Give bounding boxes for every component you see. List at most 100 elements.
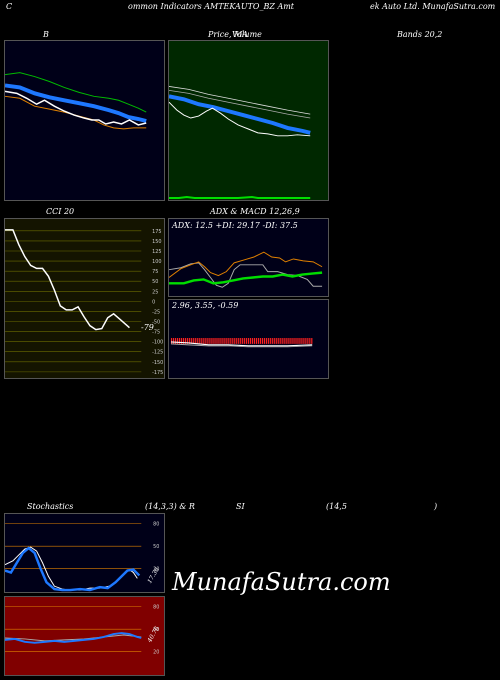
stochastics-panel: 80 50 20 17.36 — [4, 513, 165, 593]
macd-histogram-bar — [176, 338, 179, 344]
bollinger-price-line — [5, 90, 147, 126]
macd-histogram-bar — [291, 338, 293, 344]
macd-histogram-bar — [206, 338, 208, 344]
bollinger-middle-band — [5, 83, 147, 123]
bollinger-upper-band — [5, 72, 147, 113]
minus-di-line — [169, 251, 323, 278]
macd-histogram-bar — [210, 338, 212, 344]
macd-histogram-bar — [224, 338, 226, 344]
title-price-ma: Price, MA — [208, 30, 249, 39]
title-volume: Volume — [232, 30, 262, 39]
macd-histogram-bar — [255, 338, 258, 344]
macd-histogram-bar — [261, 338, 264, 344]
macd-histogram-bar — [273, 338, 275, 344]
ma-short-line — [169, 94, 311, 135]
rsi-tick-80: 80 — [153, 605, 159, 611]
macd-histogram-bar — [198, 338, 200, 344]
volume-bars — [169, 196, 311, 200]
title-rsi: SI — [236, 502, 245, 511]
macd-signal-line — [170, 343, 313, 348]
rsi-line — [5, 632, 142, 644]
macd-histogram-bar — [180, 338, 183, 344]
macd-histogram-bar — [212, 338, 214, 344]
macd-histogram-bar — [190, 338, 192, 344]
macd-histogram-bar — [295, 338, 297, 344]
macd-histogram-bar — [200, 338, 202, 344]
macd-values: 2.96, 3.55, -0.59 — [172, 301, 239, 310]
stoch-tick-50: 50 — [153, 544, 159, 550]
macd-histogram-bar — [214, 338, 216, 344]
macd-histogram-bar — [220, 338, 222, 344]
title-rsi-close: ) — [434, 502, 438, 511]
title-cci: CCI 20 — [46, 207, 75, 216]
price-ma-panel — [168, 40, 329, 201]
macd-histogram-bar — [277, 338, 279, 344]
macd-histogram-bar — [188, 338, 190, 344]
watermark: MunafaSutra.com — [172, 568, 391, 596]
macd-histogram-bar — [269, 338, 271, 344]
macd-histogram-bar — [305, 338, 307, 344]
macd-histogram-bar — [248, 338, 250, 344]
macd-histogram-bar — [216, 338, 218, 344]
macd-histogram-bar — [174, 338, 177, 344]
title-rsi-params: (14,5 — [326, 502, 347, 511]
rsi-panel: 80 50 20 40.76 — [4, 596, 165, 676]
title-stoch-params: (14,3,3) & R — [145, 502, 195, 511]
cci-tick-label: -150 — [152, 360, 163, 366]
price-line — [169, 101, 311, 137]
cci-line — [5, 229, 130, 331]
macd-histogram-bar — [301, 338, 303, 344]
stoch-tick-20: 20 — [153, 567, 159, 573]
cci-last-label: -79 — [141, 323, 154, 332]
macd-histogram-bar — [226, 338, 228, 344]
macd-histogram-bar — [192, 338, 194, 344]
adx-values: ADX: 12.5 +DI: 29.17 -DI: 37.5 — [172, 221, 298, 230]
rsi-tick-20: 20 — [153, 650, 159, 656]
macd-histogram-bar — [228, 338, 230, 344]
adx-panel: ADX: 12.5 +DI: 29.17 -DI: 37.5 — [168, 218, 329, 297]
header-left: C — [6, 2, 13, 11]
title-adx-macd: ADX & MACD 12,26,9 — [210, 207, 300, 216]
cci-tick-label: 25 — [152, 289, 158, 295]
macd-histogram-bar — [172, 338, 175, 344]
macd-histogram-bar — [182, 338, 185, 344]
macd-histogram-bar — [309, 338, 311, 344]
title-bands: Bands 20,2 — [397, 30, 443, 39]
plus-di-line — [169, 271, 323, 285]
title-bollinger: B — [43, 30, 49, 39]
macd-histogram-bar — [281, 338, 283, 344]
macd-histogram-bar — [297, 338, 299, 344]
cci-tick-label: -175 — [152, 370, 163, 376]
ma-long-line-1 — [169, 86, 311, 115]
macd-histogram-bar — [251, 338, 254, 344]
macd-histogram-bar — [208, 338, 210, 344]
macd-histogram-bar — [178, 338, 181, 344]
macd-histogram-bar — [230, 338, 232, 344]
macd-line — [170, 341, 313, 347]
stoch-k-line — [5, 546, 141, 592]
macd-histogram-bar — [303, 338, 305, 344]
macd-histogram-bar — [271, 338, 273, 344]
macd-histogram-bar — [238, 338, 240, 344]
macd-histogram-bar — [249, 338, 252, 344]
bollinger-panel — [4, 40, 165, 201]
macd-histogram-bar — [275, 338, 277, 344]
cci-tick-label: 0 — [152, 299, 155, 305]
macd-histogram-bar — [186, 338, 188, 344]
macd-histogram-bar — [283, 338, 285, 344]
macd-histogram-bar — [242, 338, 244, 344]
macd-histogram-bar — [259, 338, 262, 344]
macd-histogram-bar — [170, 338, 173, 344]
macd-histogram-bar — [311, 338, 313, 344]
macd-histogram-bar — [285, 338, 287, 344]
ma-long-line-2 — [169, 89, 311, 119]
macd-histogram-bar — [267, 338, 269, 344]
cci-tick-label: 75 — [152, 269, 158, 275]
macd-histogram-bar — [218, 338, 220, 344]
macd-histogram-bar — [202, 338, 204, 344]
macd-histogram-bar — [240, 338, 242, 344]
stoch-tick-80: 80 — [153, 522, 159, 528]
cci-panel: 175 150 125 100 75 50 25 0 -25 -50 -75 -100 -125 -150… — [4, 218, 165, 379]
macd-histogram-bar — [232, 338, 234, 344]
rsi-signal-line — [5, 634, 142, 642]
